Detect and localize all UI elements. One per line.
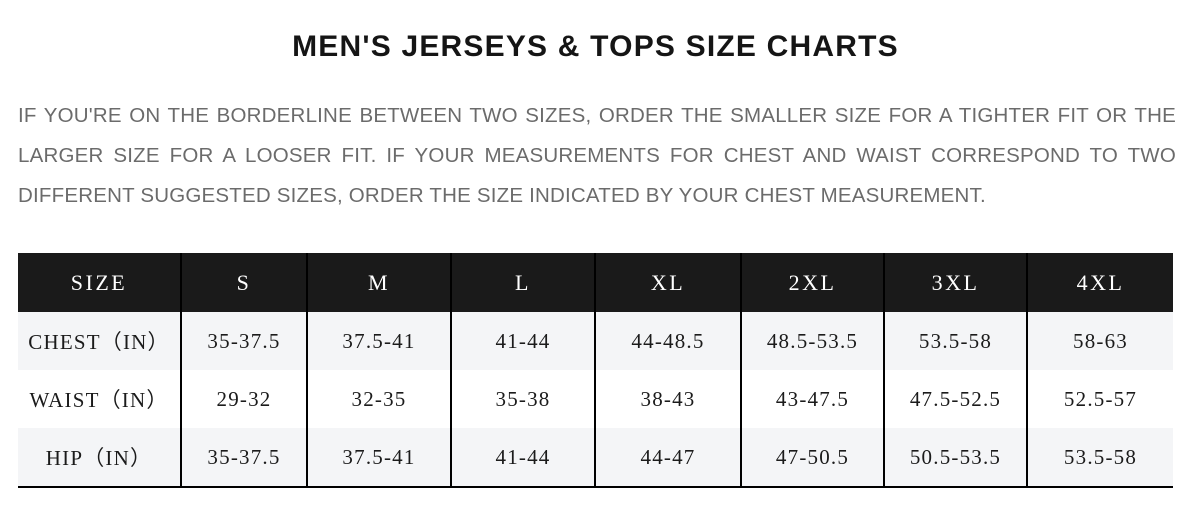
cell-chest-m: 37.5-41	[307, 312, 452, 370]
size-chart-table: SIZE S M L XL 2XL 3XL 4XL CHEST（IN） 35-3…	[18, 253, 1173, 488]
row-label-chest: CHEST（IN）	[18, 312, 182, 370]
column-header-size: SIZE	[18, 253, 182, 312]
cell-hip-3xl: 50.5-53.5	[884, 428, 1028, 488]
cell-hip-s: 35-37.5	[181, 428, 308, 488]
row-label-hip: HIP（IN）	[18, 428, 182, 488]
cell-waist-m: 32-35	[307, 370, 452, 428]
table-header-row: SIZE S M L XL 2XL 3XL 4XL	[18, 253, 1173, 312]
cell-waist-3xl: 47.5-52.5	[884, 370, 1028, 428]
column-header-xl: XL	[595, 253, 742, 312]
column-header-2xl: 2XL	[741, 253, 885, 312]
cell-waist-4xl: 52.5-57	[1027, 370, 1173, 428]
cell-hip-l: 41-44	[451, 428, 596, 488]
column-header-s: S	[181, 253, 308, 312]
cell-waist-s: 29-32	[181, 370, 308, 428]
cell-chest-2xl: 48.5-53.5	[741, 312, 885, 370]
page-title: MEN'S JERSEYS & TOPS SIZE CHARTS	[292, 30, 899, 63]
column-header-4xl: 4XL	[1027, 253, 1173, 312]
cell-chest-l: 41-44	[451, 312, 596, 370]
cell-waist-xl: 38-43	[595, 370, 742, 428]
column-header-l: L	[451, 253, 596, 312]
table-row: CHEST（IN） 35-37.5 37.5-41 41-44 44-48.5 …	[18, 312, 1173, 370]
cell-chest-xl: 44-48.5	[595, 312, 742, 370]
cell-hip-m: 37.5-41	[307, 428, 452, 488]
column-header-m: M	[307, 253, 452, 312]
cell-hip-4xl: 53.5-58	[1027, 428, 1173, 488]
cell-chest-s: 35-37.5	[181, 312, 308, 370]
table-row: WAIST（IN） 29-32 32-35 35-38 38-43 43-47.…	[18, 370, 1173, 428]
fit-guidance-text: IF YOU'RE ON THE BORDERLINE BETWEEN TWO …	[18, 104, 1176, 207]
cell-waist-l: 35-38	[451, 370, 596, 428]
cell-chest-4xl: 58-63	[1027, 312, 1173, 370]
row-label-waist: WAIST（IN）	[18, 370, 182, 428]
cell-hip-xl: 44-47	[595, 428, 742, 488]
cell-hip-2xl: 47-50.5	[741, 428, 885, 488]
table-row: HIP（IN） 35-37.5 37.5-41 41-44 44-47 47-5…	[18, 428, 1173, 488]
cell-waist-2xl: 43-47.5	[741, 370, 885, 428]
cell-chest-3xl: 53.5-58	[884, 312, 1028, 370]
column-header-3xl: 3XL	[884, 253, 1028, 312]
